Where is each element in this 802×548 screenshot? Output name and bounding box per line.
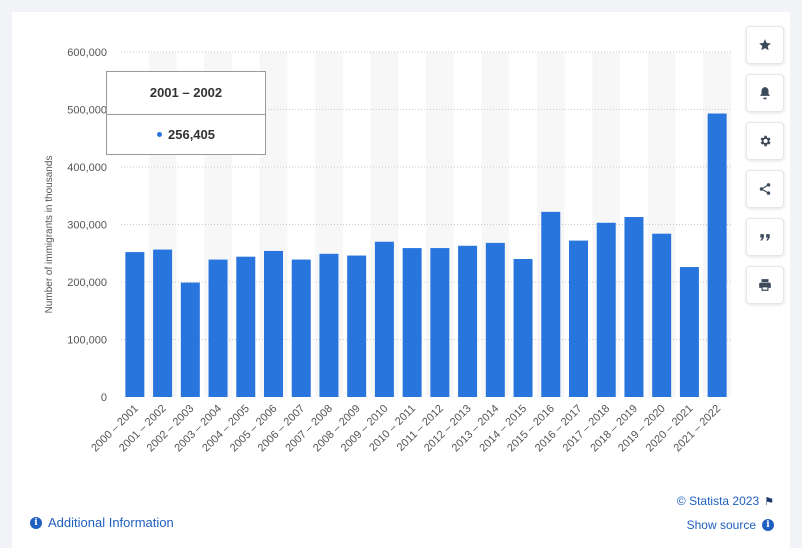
tooltip-title: 2001 – 2002	[107, 72, 265, 115]
statista-credit[interactable]: © Statista 2023 ⚑	[677, 494, 774, 508]
bar[interactable]	[541, 211, 561, 397]
chart-tooltip: 2001 – 2002 256,405	[106, 71, 266, 155]
star-icon	[759, 39, 771, 51]
y-tick-label: 400,000	[67, 162, 107, 174]
y-tick-label: 300,000	[67, 220, 107, 232]
info-icon: i	[30, 516, 42, 529]
y-tick-label: 500,000	[67, 105, 107, 117]
bar[interactable]	[125, 252, 145, 397]
bar[interactable]	[374, 241, 394, 397]
source-info-icon: i	[762, 519, 774, 531]
y-tick-label: 200,000	[67, 277, 107, 289]
y-tick-label: 100,000	[67, 335, 107, 347]
bell-icon	[760, 87, 770, 100]
bar[interactable]	[679, 267, 699, 397]
tooltip-value: 256,405	[168, 127, 215, 142]
bar[interactable]	[430, 248, 450, 397]
credit-label: © Statista 2023	[676, 494, 760, 508]
bar[interactable]	[596, 222, 616, 397]
chart-card: 0 100,000 200,000 300,000 400,000 500,000 600,…	[12, 12, 790, 548]
bar[interactable]	[153, 249, 173, 397]
additional-information-link[interactable]: i Additional Information	[30, 515, 174, 530]
y-tick-label: 600,000	[67, 47, 107, 59]
tooltip-value-row: 256,405	[107, 115, 265, 155]
y-tick-label: 0	[101, 392, 107, 404]
bar[interactable]	[458, 245, 478, 397]
bar[interactable]	[180, 282, 200, 397]
bar[interactable]	[347, 255, 367, 397]
notification-button[interactable]	[746, 74, 784, 112]
bar[interactable]	[513, 259, 533, 397]
flag-icon: ⚑	[764, 495, 774, 508]
bar[interactable]	[652, 233, 672, 397]
quote-icon	[760, 234, 770, 241]
additional-information-label: Additional Information	[48, 515, 174, 530]
print-button[interactable]	[746, 266, 784, 304]
bar[interactable]	[624, 217, 644, 397]
bar[interactable]	[402, 248, 422, 397]
series-dot-icon	[157, 132, 162, 138]
share-button[interactable]	[746, 170, 784, 208]
chart-toolbar	[746, 26, 784, 314]
gear-icon	[760, 135, 771, 147]
bar[interactable]	[485, 242, 505, 397]
bar[interactable]	[264, 250, 283, 397]
print-icon	[759, 279, 771, 291]
bar[interactable]	[208, 259, 228, 397]
bar[interactable]	[291, 259, 311, 397]
bar[interactable]	[707, 113, 727, 398]
cite-button[interactable]	[746, 218, 784, 256]
share-icon	[759, 183, 771, 195]
show-source-label: Show source	[686, 518, 756, 532]
bar[interactable]	[236, 256, 256, 397]
show-source-link[interactable]: Show source i	[687, 518, 774, 532]
favorite-button[interactable]	[746, 26, 784, 64]
settings-button[interactable]	[746, 122, 784, 160]
bar[interactable]	[319, 253, 339, 397]
y-axis-label: Number of immigrants in thousands	[44, 156, 55, 314]
bar[interactable]	[569, 240, 588, 397]
